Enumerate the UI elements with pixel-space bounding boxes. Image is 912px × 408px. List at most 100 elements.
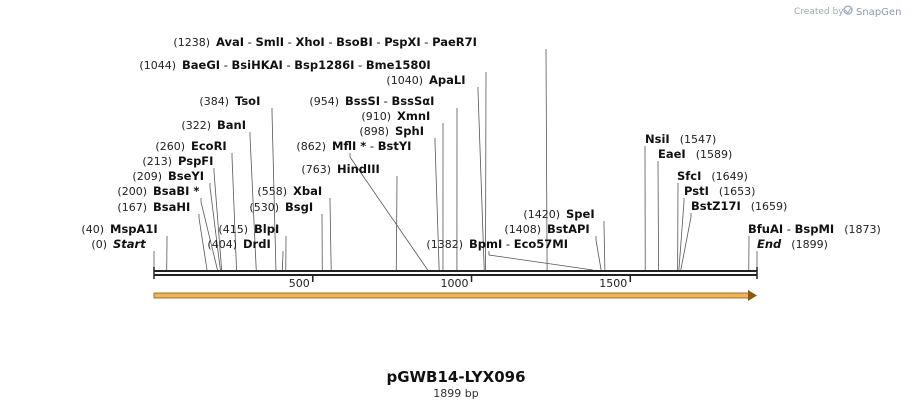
site-label-530[interactable]: (530) BsgI [249, 200, 313, 214]
enzyme-name[interactable]: BsaBI * [153, 184, 199, 198]
enzyme-name[interactable]: EcoRI [191, 139, 227, 153]
enzyme-name[interactable]: Bsp1286I [294, 58, 354, 72]
site-position: (0) [91, 238, 107, 251]
site-label-1653[interactable]: (1653) PstI [684, 184, 755, 198]
enzyme-name[interactable]: HindIII [337, 162, 380, 176]
site-leader-line [395, 176, 398, 271]
enzyme-name[interactable]: BspMI [795, 222, 835, 236]
site-enzyme-names: EaeI [658, 147, 686, 161]
site-label-167[interactable]: (167) BsaHI [117, 200, 190, 214]
site-label-1408[interactable]: (1408) BstAPI [504, 222, 589, 236]
enzyme-name[interactable]: End [757, 237, 782, 251]
enzyme-name[interactable]: MflI * [332, 139, 366, 153]
site-label-260[interactable]: (260) EcoRI [155, 139, 226, 153]
site-label-1547[interactable]: (1547) NsiI [645, 132, 716, 146]
site-label-322[interactable]: (322) BanI [181, 118, 246, 132]
enzyme-name[interactable]: XbaI [293, 184, 322, 198]
enzyme-name[interactable]: XhoI [295, 35, 324, 49]
feature-arrow-body[interactable] [153, 292, 750, 299]
enzyme-name[interactable]: BssSαI [392, 94, 435, 108]
site-label-404[interactable]: (404) DrdI [207, 237, 270, 251]
site-position: (40) [81, 223, 104, 236]
site-label-1044[interactable]: (1044) BaeGI - BsiHKAI - Bsp1286I - Bme15… [139, 58, 430, 72]
site-label-1040[interactable]: (1040) ApaLI [386, 73, 465, 87]
site-enzyme-names: XbaI [293, 184, 322, 198]
site-label-910[interactable]: (910) XmnI [361, 109, 430, 123]
site-label-1873[interactable]: (1873) BfuAI - BspMI [748, 222, 881, 236]
enzyme-labels: (1238) AvaI - SmlI - XhoI - BsoBI - PspXI… [81, 35, 880, 251]
enzyme-name[interactable]: SmlI [256, 35, 285, 49]
site-label-0[interactable]: (0) Start [91, 237, 146, 251]
leader-lines [153, 49, 758, 271]
site-label-1420[interactable]: (1420) SpeI [523, 207, 594, 221]
site-label-1238[interactable]: (1238) AvaI - SmlI - XhoI - BsoBI - PspXI… [173, 35, 477, 49]
enzyme-name[interactable]: BstZ17I [691, 199, 741, 213]
site-label-862[interactable]: (862) MflI * - BstYI [296, 139, 411, 153]
enzyme-name[interactable]: PaeR7I [432, 35, 477, 49]
site-enzyme-names: BsaBI * [153, 184, 199, 198]
enzyme-name[interactable]: BseYI [168, 169, 204, 183]
enzyme-name[interactable]: BstAPI [547, 222, 590, 236]
enzyme-name[interactable]: BsoBI [336, 35, 373, 49]
enzyme-name[interactable]: SfcI [677, 169, 701, 183]
site-label-384[interactable]: (384) TsoI [199, 94, 260, 108]
enzyme-name[interactable]: SphI [395, 124, 424, 138]
site-label-1899[interactable]: (1899) End [757, 237, 828, 251]
enzyme-name[interactable]: BsaHI [153, 200, 190, 214]
enzyme-name[interactable]: AvaI [216, 35, 244, 49]
feature-arrow-head[interactable] [748, 290, 757, 301]
site-label-415[interactable]: (415) BlpI [218, 222, 279, 236]
site-label-558[interactable]: (558) XbaI [257, 184, 322, 198]
site-label-1382[interactable]: (1382) BpmI - Eco57MI [426, 237, 568, 251]
enzyme-name[interactable]: EaeI [658, 147, 686, 161]
site-label-1659[interactable]: (1659) BstZ17I [691, 199, 787, 213]
enzyme-name[interactable]: BfuAI [748, 222, 783, 236]
enzyme-name[interactable]: NsiI [645, 132, 670, 146]
site-leader-line [680, 213, 692, 271]
site-enzyme-names: BanI [217, 118, 246, 132]
enzyme-name[interactable]: BaeGI [182, 58, 220, 72]
site-enzyme-names: BstZ17I [691, 199, 741, 213]
enzyme-name[interactable]: PspXI [384, 35, 420, 49]
site-leader-line [329, 198, 332, 271]
enzyme-name[interactable]: PspFI [178, 154, 213, 168]
feature-arrow[interactable] [153, 290, 757, 301]
enzyme-name[interactable]: BssSI [345, 94, 380, 108]
enzyme-name[interactable]: BanI [217, 118, 246, 132]
site-label-1649[interactable]: (1649) SfcI [677, 169, 748, 183]
site-enzyme-names: MflI * - BstYI [332, 139, 411, 153]
enzyme-name[interactable]: BsgI [285, 200, 313, 214]
scale-tick-label: 1500 [599, 277, 627, 290]
site-position: (384) [199, 95, 229, 108]
site-position: (898) [359, 125, 389, 138]
enzyme-name[interactable]: Start [113, 237, 146, 251]
enzyme-name[interactable]: Bme1580I [366, 58, 431, 72]
site-enzyme-names: BsgI [285, 200, 313, 214]
enzyme-name[interactable]: BpmI [469, 237, 502, 251]
enzyme-name[interactable]: DrdI [243, 237, 271, 251]
site-position: (1408) [504, 223, 541, 236]
site-label-40[interactable]: (40) MspA1I [81, 222, 157, 236]
enzyme-name[interactable]: BsiHKAI [232, 58, 283, 72]
site-position: (763) [301, 163, 331, 176]
enzyme-name[interactable]: XmnI [397, 109, 430, 123]
site-label-763[interactable]: (763) HindIII [301, 162, 379, 176]
enzyme-name[interactable]: PstI [684, 184, 709, 198]
site-label-1589[interactable]: (1589) EaeI [658, 147, 732, 161]
enzyme-name[interactable]: MspA1I [110, 222, 158, 236]
site-label-898[interactable]: (898) SphI [359, 124, 424, 138]
enzyme-name[interactable]: SpeI [566, 207, 595, 221]
enzyme-name[interactable]: Eco57MI [514, 237, 568, 251]
enzyme-name[interactable]: BstYI [378, 139, 412, 153]
enzyme-name[interactable]: ApaLI [429, 73, 466, 87]
site-label-213[interactable]: (213) PspFI [142, 154, 213, 168]
site-label-200[interactable]: (200) BsaBI * [117, 184, 199, 198]
site-position: (1040) [386, 74, 423, 87]
site-enzyme-names: Start [113, 237, 146, 251]
enzyme-name[interactable]: BlpI [254, 222, 279, 236]
site-leader-line [477, 87, 485, 271]
enzyme-name[interactable]: TsoI [235, 94, 260, 108]
site-label-954[interactable]: (954) BssSI - BssSαI [309, 94, 434, 108]
site-position: (260) [155, 140, 185, 153]
site-label-209[interactable]: (209) BseYI [132, 169, 204, 183]
